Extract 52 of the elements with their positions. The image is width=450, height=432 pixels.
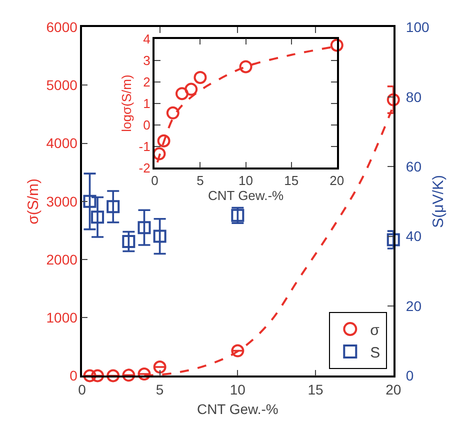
point [239,60,252,74]
y-tick-label: -1 [138,138,150,154]
point [153,230,166,243]
y-tick-label: -2 [138,160,150,176]
x-tick-label: 10 [238,173,254,188]
point [184,82,198,96]
legend-label: σ [370,322,380,339]
y-tick-label: 4 [143,31,150,46]
y-tick-label: 5000 [46,77,78,94]
y-tick-label: 3 [143,52,150,68]
y2-tick-label: 100 [406,19,430,36]
y-tick-label: 6000 [46,19,78,36]
x-axis-title: CNT Gew.-% [208,188,284,204]
point [176,87,188,100]
point [153,360,166,374]
y2-tick-label: 0 [406,368,414,384]
x-axis-title: CNT Gew.-% [196,401,278,418]
y-tick-label: 0 [70,368,78,384]
x-tick-label: 15 [284,173,299,188]
x-tick-label: 15 [308,381,324,398]
x-tick-label: 20 [330,173,344,188]
y-tick-label: 2000 [46,251,78,268]
point [83,369,96,382]
point [231,344,244,358]
y-tick-label: 4000 [46,135,78,152]
point [91,210,104,224]
point [157,134,170,148]
x-tick-label: 5 [156,381,164,398]
y-tick-label: 1 [143,96,150,111]
point [194,70,207,84]
x-tick-label: 20 [386,381,402,398]
y-tick-label: 1000 [46,310,78,326]
point [152,147,166,160]
y2-tick-label: 40 [406,228,422,244]
point [330,38,344,52]
y-tick-label: 3000 [46,193,78,210]
point [83,194,96,208]
y-tick-label: 0 [143,117,150,132]
x-tick-label: 5 [196,173,204,188]
y2-axis-title: S(μV/K) [430,175,448,228]
y-tick-label: 2 [143,74,150,90]
y2-tick-label: 80 [406,88,422,105]
y2-tick-label: 20 [406,298,422,314]
y2-tick-label: 60 [406,158,422,174]
x-tick-label: 10 [230,381,246,398]
point [386,93,400,106]
point [166,106,180,120]
point [138,221,151,234]
y-axis-title: σ(S/m) [25,178,42,224]
legend-label: S [370,344,380,362]
point [106,200,120,214]
y-axis-title: logσ(S/m) [119,74,134,132]
